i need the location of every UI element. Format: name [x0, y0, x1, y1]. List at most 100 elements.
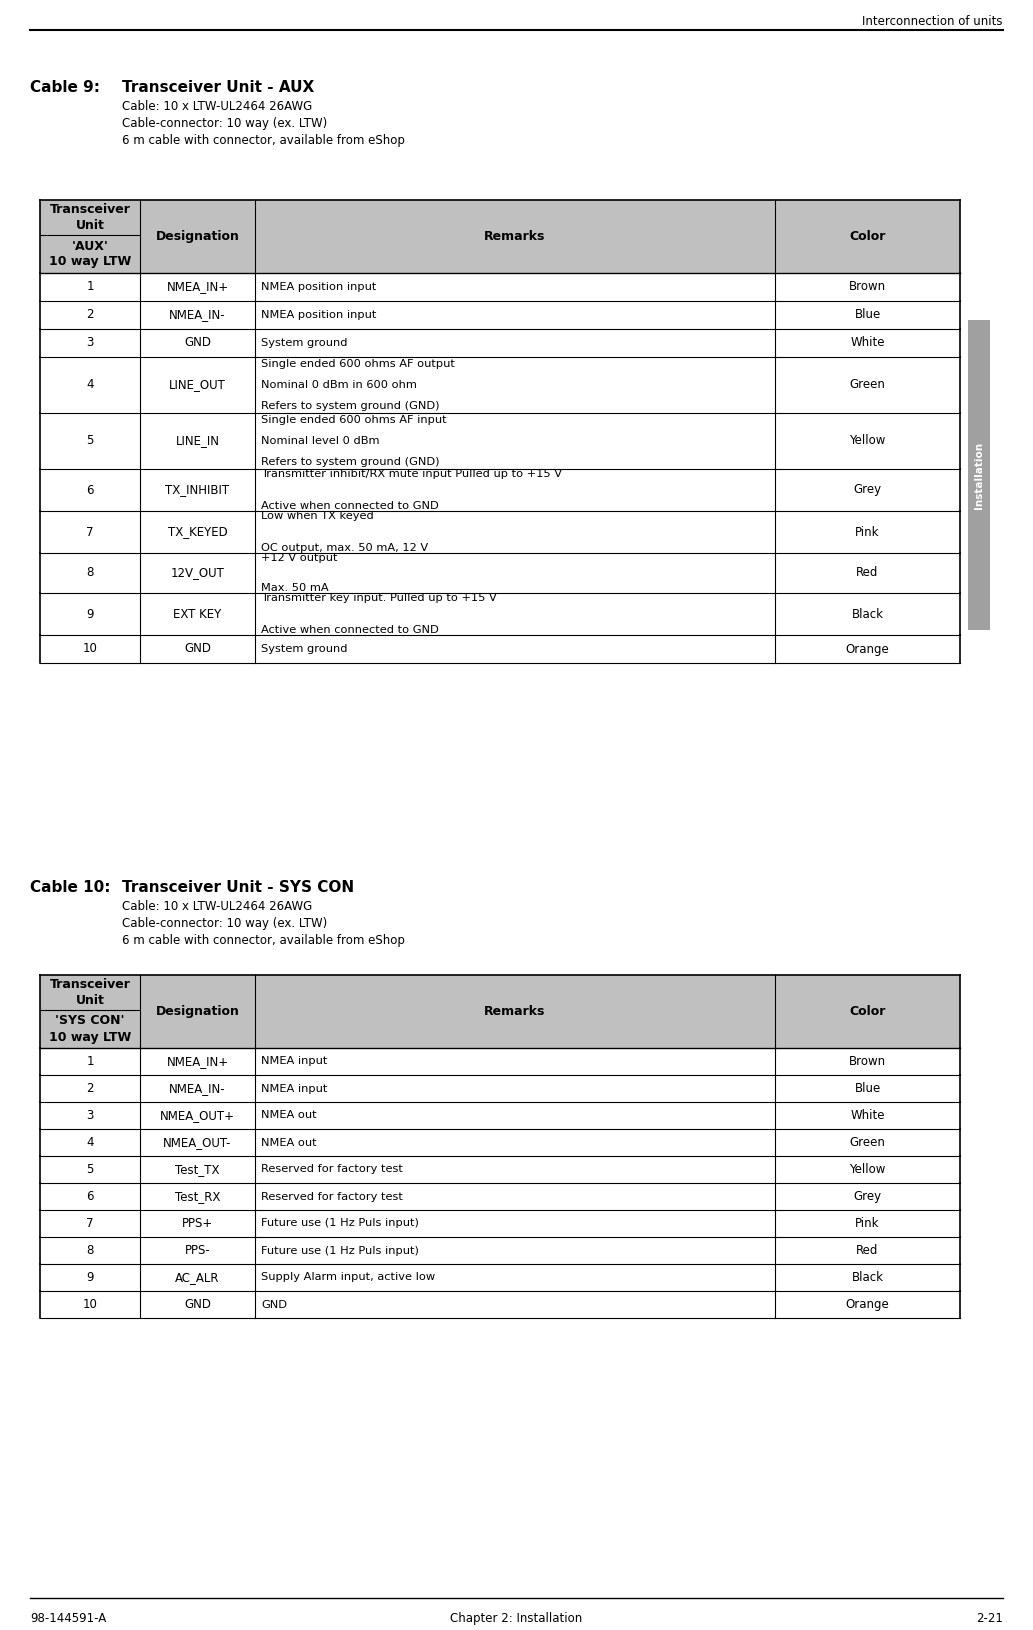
Text: LINE_IN: LINE_IN — [176, 435, 219, 448]
Text: Single ended 600 ohms AF output: Single ended 600 ohms AF output — [261, 359, 455, 368]
Bar — [40, 975, 960, 1048]
Text: Cable-connector: 10 way (ex. LTW): Cable-connector: 10 way (ex. LTW) — [122, 918, 327, 931]
Text: 2: 2 — [86, 1082, 94, 1095]
Text: LINE_OUT: LINE_OUT — [169, 378, 226, 391]
Text: Pink: Pink — [855, 1218, 880, 1231]
Text: Blue: Blue — [854, 1082, 880, 1095]
Bar — [968, 319, 990, 631]
Text: Refers to system ground (GND): Refers to system ground (GND) — [261, 401, 439, 411]
Text: 8: 8 — [87, 567, 94, 580]
Text: Pink: Pink — [855, 525, 880, 538]
Text: Supply Alarm input, active low: Supply Alarm input, active low — [261, 1273, 435, 1283]
Text: Orange: Orange — [846, 1297, 889, 1311]
Text: Nominal 0 dBm in 600 ohm: Nominal 0 dBm in 600 ohm — [261, 380, 417, 390]
Text: Green: Green — [849, 1136, 885, 1149]
Text: 2: 2 — [86, 308, 94, 321]
Text: Grey: Grey — [853, 484, 881, 497]
Text: 'SYS CON'
10 way LTW: 'SYS CON' 10 way LTW — [49, 1014, 131, 1043]
Text: White: White — [850, 1108, 884, 1121]
Text: PPS+: PPS+ — [182, 1218, 213, 1231]
Text: Cable 10:: Cable 10: — [30, 880, 111, 895]
Text: Grey: Grey — [853, 1190, 881, 1203]
Text: NMEA position input: NMEA position input — [261, 310, 376, 319]
Text: 2-21: 2-21 — [976, 1612, 1003, 1625]
Text: Max. 50 mA: Max. 50 mA — [261, 584, 328, 593]
Text: AC_ALR: AC_ALR — [176, 1271, 220, 1284]
Text: Single ended 600 ohms AF input: Single ended 600 ohms AF input — [261, 414, 446, 425]
Text: Green: Green — [849, 378, 885, 391]
Text: Future use (1 Hz Puls input): Future use (1 Hz Puls input) — [261, 1245, 418, 1255]
Text: NMEA_OUT-: NMEA_OUT- — [163, 1136, 231, 1149]
Text: 9: 9 — [86, 1271, 94, 1284]
Text: Orange: Orange — [846, 642, 889, 655]
Text: NMEA out: NMEA out — [261, 1138, 317, 1148]
Text: 1: 1 — [86, 280, 94, 293]
Text: NMEA position input: NMEA position input — [261, 282, 376, 292]
Text: Transmitter key input. Pulled up to +15 V: Transmitter key input. Pulled up to +15 … — [261, 593, 497, 603]
Text: Remarks: Remarks — [484, 230, 545, 243]
Text: NMEA input: NMEA input — [261, 1084, 327, 1094]
Text: Cable-connector: 10 way (ex. LTW): Cable-connector: 10 way (ex. LTW) — [122, 117, 327, 130]
Text: 8: 8 — [87, 1244, 94, 1257]
Text: Reserved for factory test: Reserved for factory test — [261, 1192, 403, 1201]
Text: 98-144591-A: 98-144591-A — [30, 1612, 106, 1625]
Text: TX_KEYED: TX_KEYED — [167, 525, 227, 538]
Text: Low when TX keyed: Low when TX keyed — [261, 512, 374, 522]
Text: 6: 6 — [86, 484, 94, 497]
Text: Cable: 10 x LTW-UL2464 26AWG: Cable: 10 x LTW-UL2464 26AWG — [122, 99, 312, 112]
Text: GND: GND — [184, 1297, 211, 1311]
Text: 'AUX'
10 way LTW: 'AUX' 10 way LTW — [49, 240, 131, 269]
Text: 9: 9 — [86, 608, 94, 621]
Text: NMEA input: NMEA input — [261, 1056, 327, 1066]
Text: TX_INHIBIT: TX_INHIBIT — [165, 484, 229, 497]
Text: GND: GND — [184, 642, 211, 655]
Text: Future use (1 Hz Puls input): Future use (1 Hz Puls input) — [261, 1219, 418, 1229]
Text: Yellow: Yellow — [849, 1162, 885, 1175]
Text: NMEA out: NMEA out — [261, 1110, 317, 1120]
Text: Interconnection of units: Interconnection of units — [863, 15, 1003, 28]
Text: Designation: Designation — [156, 1006, 240, 1019]
Text: 7: 7 — [86, 1218, 94, 1231]
Text: Refers to system ground (GND): Refers to system ground (GND) — [261, 458, 439, 468]
Text: 5: 5 — [87, 435, 94, 448]
Text: Brown: Brown — [849, 1055, 886, 1068]
Text: 12V_OUT: 12V_OUT — [170, 567, 224, 580]
Text: NMEA_IN+: NMEA_IN+ — [166, 1055, 228, 1068]
Text: Reserved for factory test: Reserved for factory test — [261, 1164, 403, 1175]
Text: Black: Black — [851, 1271, 883, 1284]
Text: 4: 4 — [86, 1136, 94, 1149]
Text: Cable: 10 x LTW-UL2464 26AWG: Cable: 10 x LTW-UL2464 26AWG — [122, 900, 312, 913]
Text: Active when connected to GND: Active when connected to GND — [261, 500, 439, 510]
Text: 1: 1 — [86, 1055, 94, 1068]
Text: Transceiver
Unit: Transceiver Unit — [50, 978, 130, 1007]
Text: 6: 6 — [86, 1190, 94, 1203]
Text: Red: Red — [856, 1244, 879, 1257]
Text: Remarks: Remarks — [484, 1006, 545, 1019]
Text: 7: 7 — [86, 525, 94, 538]
Text: NMEA_IN+: NMEA_IN+ — [166, 280, 228, 293]
Text: Red: Red — [856, 567, 879, 580]
Text: PPS-: PPS- — [185, 1244, 211, 1257]
Text: Test_TX: Test_TX — [176, 1162, 220, 1175]
Text: 3: 3 — [87, 1108, 94, 1121]
Text: EXT KEY: EXT KEY — [174, 608, 222, 621]
Text: NMEA_IN-: NMEA_IN- — [169, 1082, 226, 1095]
Text: Transceiver Unit - AUX: Transceiver Unit - AUX — [122, 80, 314, 95]
Text: System ground: System ground — [261, 337, 347, 347]
Text: Test_RX: Test_RX — [175, 1190, 220, 1203]
Text: NMEA_OUT+: NMEA_OUT+ — [160, 1108, 234, 1121]
Text: Black: Black — [851, 608, 883, 621]
Text: Transceiver
Unit: Transceiver Unit — [50, 204, 130, 231]
Text: Active when connected to GND: Active when connected to GND — [261, 624, 439, 636]
Text: 3: 3 — [87, 336, 94, 349]
Text: 10: 10 — [83, 642, 97, 655]
Text: GND: GND — [184, 336, 211, 349]
Text: System ground: System ground — [261, 644, 347, 654]
Text: Color: Color — [849, 1006, 885, 1019]
Text: Blue: Blue — [854, 308, 880, 321]
Text: Installation: Installation — [974, 442, 984, 509]
Text: Color: Color — [849, 230, 885, 243]
Text: Brown: Brown — [849, 280, 886, 293]
Text: 6 m cable with connector, available from eShop: 6 m cable with connector, available from… — [122, 134, 405, 147]
Text: Transmitter inhibit/RX mute input Pulled up to +15 V: Transmitter inhibit/RX mute input Pulled… — [261, 469, 562, 479]
